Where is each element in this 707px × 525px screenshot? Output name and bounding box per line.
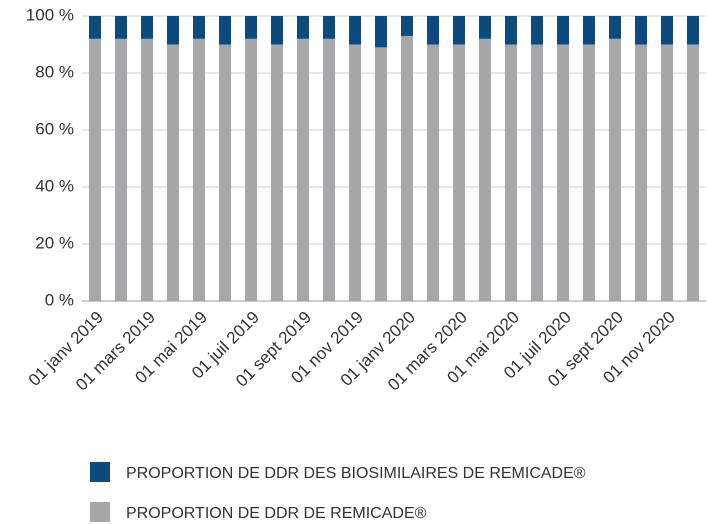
bar-segment bbox=[557, 16, 569, 45]
bar-segment bbox=[401, 16, 413, 36]
bar-segment bbox=[479, 16, 491, 39]
legend-label: PROPORTION DE DDR DES BIOSIMILAIRES DE R… bbox=[126, 465, 586, 482]
bar-segment bbox=[401, 35, 413, 301]
bar-segment bbox=[323, 16, 335, 39]
y-tick-label: 0 % bbox=[45, 290, 74, 309]
bar-segment bbox=[531, 44, 543, 301]
y-tick-label: 100 % bbox=[26, 5, 74, 24]
bar-segment bbox=[687, 44, 699, 301]
bar-segment bbox=[349, 44, 361, 301]
y-tick-label: 40 % bbox=[35, 176, 74, 195]
y-tick-label: 80 % bbox=[35, 62, 74, 81]
bar-segment bbox=[141, 16, 153, 39]
bar-segment bbox=[375, 47, 387, 301]
legend-swatch bbox=[90, 462, 110, 482]
bar-segment bbox=[453, 16, 465, 45]
bar-segment bbox=[271, 16, 283, 45]
bar-segment bbox=[89, 38, 101, 302]
y-tick-label: 20 % bbox=[35, 233, 74, 252]
bar-segment bbox=[89, 16, 101, 39]
y-tick-label: 60 % bbox=[35, 119, 74, 138]
bar-segment bbox=[219, 44, 231, 301]
bar-segment bbox=[635, 16, 647, 45]
bar-segment bbox=[115, 38, 127, 302]
bar-segment bbox=[193, 16, 205, 39]
bar-segment bbox=[505, 44, 517, 301]
bar-segment bbox=[557, 44, 569, 301]
bar-segment bbox=[505, 16, 517, 45]
bar-segment bbox=[297, 38, 309, 302]
bar-segment bbox=[167, 44, 179, 301]
bar-segment bbox=[661, 16, 673, 45]
bar-segment bbox=[141, 38, 153, 302]
bar-segment bbox=[193, 38, 205, 302]
bar-segment bbox=[687, 16, 699, 45]
bar-segment bbox=[427, 44, 439, 301]
bar-segment bbox=[297, 16, 309, 39]
bar-segment bbox=[323, 38, 335, 302]
bar-segment bbox=[271, 44, 283, 301]
legend-swatch bbox=[90, 502, 110, 522]
bar-segment bbox=[427, 16, 439, 45]
bar-segment bbox=[609, 16, 621, 39]
bar-segment bbox=[245, 16, 257, 39]
bar-segment bbox=[583, 44, 595, 301]
bar-segment bbox=[661, 44, 673, 301]
bar-segment bbox=[349, 16, 361, 45]
bar-segment bbox=[115, 16, 127, 39]
bar-segment bbox=[245, 38, 257, 302]
bar-segment bbox=[375, 16, 387, 48]
bar-segment bbox=[219, 16, 231, 45]
bar-segment bbox=[167, 16, 179, 45]
bar-segment bbox=[583, 16, 595, 45]
bar-segment bbox=[609, 38, 621, 302]
bar-segment bbox=[635, 44, 647, 301]
legend-label: PROPORTION DE DDR DE REMICADE® bbox=[126, 505, 427, 522]
bar-segment bbox=[479, 38, 491, 302]
bar-segment bbox=[453, 44, 465, 301]
bar-segment bbox=[531, 16, 543, 45]
